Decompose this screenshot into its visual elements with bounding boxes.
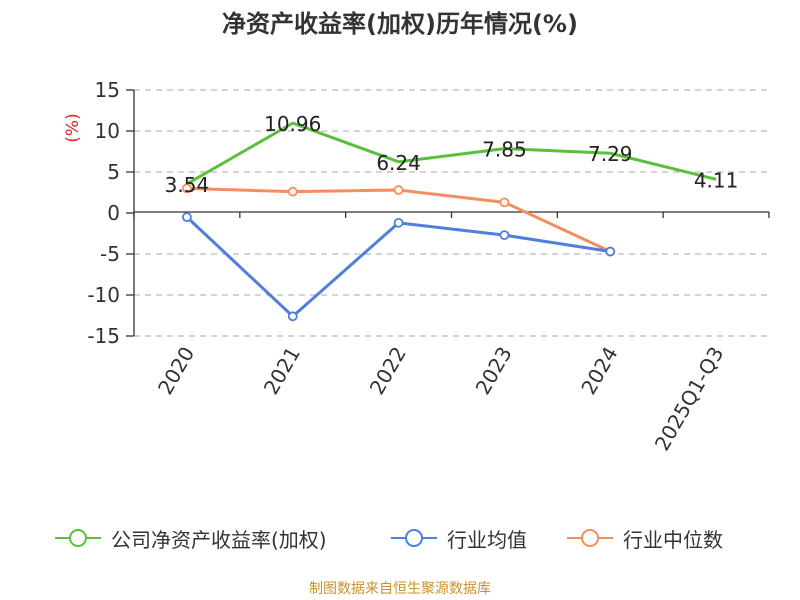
chart-title: 净资产收益率(加权)历年情况(%) bbox=[222, 10, 578, 38]
series-line bbox=[186, 121, 717, 186]
source-note: 制图数据来自恒生聚源数据库 bbox=[309, 581, 491, 597]
data-point bbox=[287, 311, 298, 322]
y-tick-label: -15 bbox=[87, 324, 120, 348]
y-tick-label: 10 bbox=[95, 119, 120, 143]
data-point bbox=[499, 197, 510, 208]
x-tick-label: 2025Q1-Q3 bbox=[650, 343, 729, 455]
data-label: 6.24 bbox=[376, 151, 421, 175]
series-lines bbox=[182, 121, 717, 322]
data-label: 10.96 bbox=[264, 112, 321, 136]
legend-item-industry-mean[interactable]: 行业均值 bbox=[391, 518, 527, 558]
legend-marker-industry-mean-icon bbox=[391, 529, 437, 547]
data-point bbox=[393, 217, 404, 228]
data-point bbox=[287, 186, 298, 197]
x-tick-labels: 2020 2021 2022 2023 2024 2025Q1-Q3 bbox=[153, 343, 728, 455]
grid-lines bbox=[134, 89, 769, 337]
y-tick-label: -10 bbox=[87, 283, 120, 307]
data-point bbox=[182, 183, 192, 194]
series-line bbox=[185, 216, 611, 318]
y-tick-labels: 15 10 5 0 -5 -10 -15 bbox=[87, 78, 120, 348]
x-tick-label: 2023 bbox=[471, 343, 517, 399]
x-tick-label: 2021 bbox=[259, 343, 305, 399]
data-point bbox=[499, 230, 510, 241]
y-tick-label: 0 bbox=[107, 201, 120, 225]
axes bbox=[126, 89, 770, 337]
data-label: 3.54 bbox=[165, 173, 210, 197]
y-axis-unit-label: (%) bbox=[63, 113, 83, 142]
legend-label-company: 公司净资产收益率(加权) bbox=[111, 527, 327, 552]
data-point bbox=[182, 212, 192, 223]
x-tick-label: 2022 bbox=[365, 343, 411, 399]
legend-label-industry-median: 行业中位数 bbox=[623, 527, 723, 552]
y-tick-label: -5 bbox=[100, 242, 120, 266]
x-tick-label: 2024 bbox=[576, 343, 622, 399]
y-tick-label: 15 bbox=[95, 78, 120, 102]
y-tick-label: 5 bbox=[107, 160, 120, 184]
data-point bbox=[393, 185, 404, 195]
legend-item-company[interactable]: 公司净资产收益率(加权) bbox=[55, 518, 327, 558]
legend-marker-company-icon bbox=[55, 529, 101, 547]
data-label: 4.11 bbox=[694, 168, 739, 192]
data-labels: 3.54 10.96 6.24 7.85 7.29 4.11 bbox=[165, 112, 739, 197]
legend-item-industry-median[interactable]: 行业中位数 bbox=[567, 518, 723, 558]
data-label: 7.85 bbox=[482, 138, 527, 162]
legend-marker-industry-median-icon bbox=[567, 529, 613, 547]
data-point bbox=[605, 246, 616, 257]
data-label: 7.29 bbox=[588, 142, 633, 166]
legend-label-industry-mean: 行业均值 bbox=[447, 527, 527, 552]
legend: 公司净资产收益率(加权) 行业均值 行业中位数 bbox=[0, 518, 800, 558]
x-tick-label: 2020 bbox=[153, 343, 199, 399]
